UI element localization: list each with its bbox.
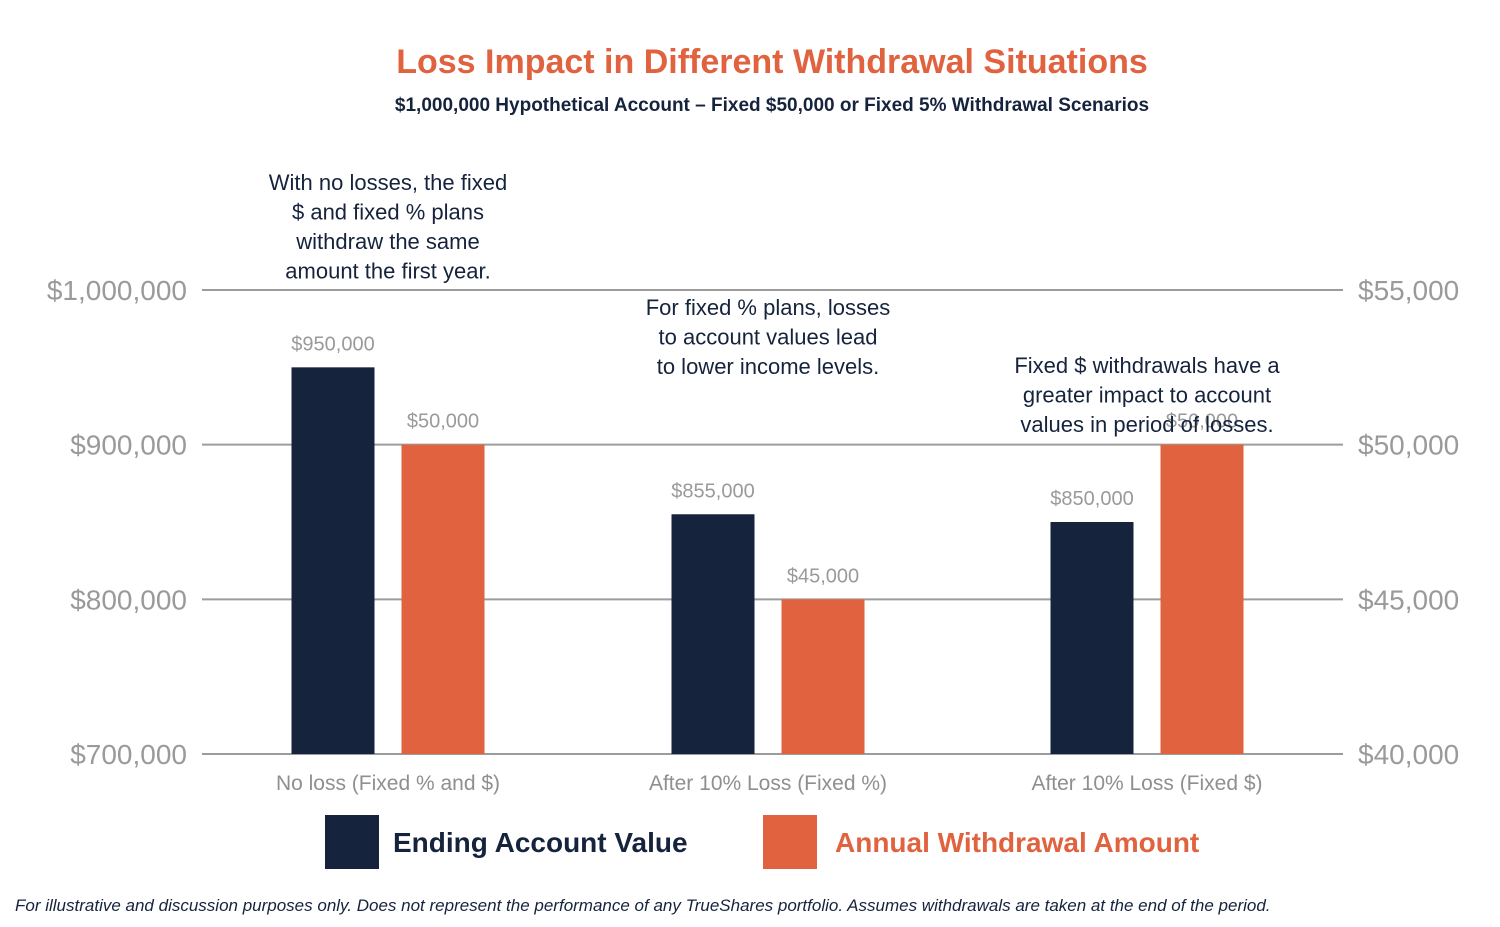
data-label: $855,000 <box>671 480 754 502</box>
left-axis-tick-label: $1,000,000 <box>47 275 187 306</box>
chart-title: Loss Impact in Different Withdrawal Situ… <box>396 43 1148 81</box>
legend-swatch-ending-account-value <box>325 815 379 869</box>
annotation: With no losses, the fixed $ and fixed % p… <box>269 170 507 284</box>
data-label: $50,000 <box>407 411 479 433</box>
chart-subtitle: $1,000,000 Hypothetical Account – Fixed … <box>395 95 1149 116</box>
right-axis-tick-label: $45,000 <box>1358 584 1459 615</box>
category-labels: No loss (Fixed % and $) After 10% Loss (F… <box>276 772 1263 795</box>
left-axis-tick-label: $700,000 <box>70 739 187 770</box>
left-axis-tick-label: $800,000 <box>70 584 187 615</box>
data-label: $45,000 <box>787 565 859 587</box>
right-axis-tick-labels: $55,000 $50,000 $45,000 $40,000 <box>1358 275 1459 770</box>
bar <box>781 599 865 754</box>
legend-swatch-annual-withdrawal-amount <box>763 815 817 869</box>
category-label: After 10% Loss (Fixed %) <box>649 772 887 795</box>
legend-label-ending-account-value: Ending Account Value <box>393 827 688 858</box>
annotations: With no losses, the fixed $ and fixed % p… <box>269 170 1281 437</box>
bars <box>291 367 1244 754</box>
right-axis-tick-label: $50,000 <box>1358 430 1459 461</box>
bar <box>1160 444 1244 754</box>
data-label: $850,000 <box>1050 488 1133 510</box>
annotation: For fixed % plans, losses to account valu… <box>646 295 891 379</box>
bar <box>1050 522 1134 754</box>
legend: Ending Account Value Annual Withdrawal A… <box>325 815 1199 869</box>
right-axis-tick-label: $55,000 <box>1358 275 1459 306</box>
data-labels: $950,000 $855,000 $850,000 $50,000 $45,000 $5… <box>291 333 1238 587</box>
left-axis-tick-labels: $1,000,000 $900,000 $800,000 $700,000 <box>47 275 187 770</box>
right-axis-tick-label: $40,000 <box>1358 739 1459 770</box>
footnote: For illustrative and discussion purposes… <box>15 896 1271 915</box>
bar <box>671 514 755 754</box>
category-label: No loss (Fixed % and $) <box>276 772 500 795</box>
bar <box>401 444 485 754</box>
category-label: After 10% Loss (Fixed $) <box>1031 772 1262 795</box>
annotation: Fixed $ withdrawals have a greater impact… <box>1014 353 1280 437</box>
bar <box>291 367 375 754</box>
left-axis-tick-label: $900,000 <box>70 430 187 461</box>
gridlines <box>202 289 1343 755</box>
data-label: $50,000 <box>1166 411 1238 433</box>
data-label: $950,000 <box>291 333 374 355</box>
legend-label-annual-withdrawal-amount: Annual Withdrawal Amount <box>835 827 1199 858</box>
